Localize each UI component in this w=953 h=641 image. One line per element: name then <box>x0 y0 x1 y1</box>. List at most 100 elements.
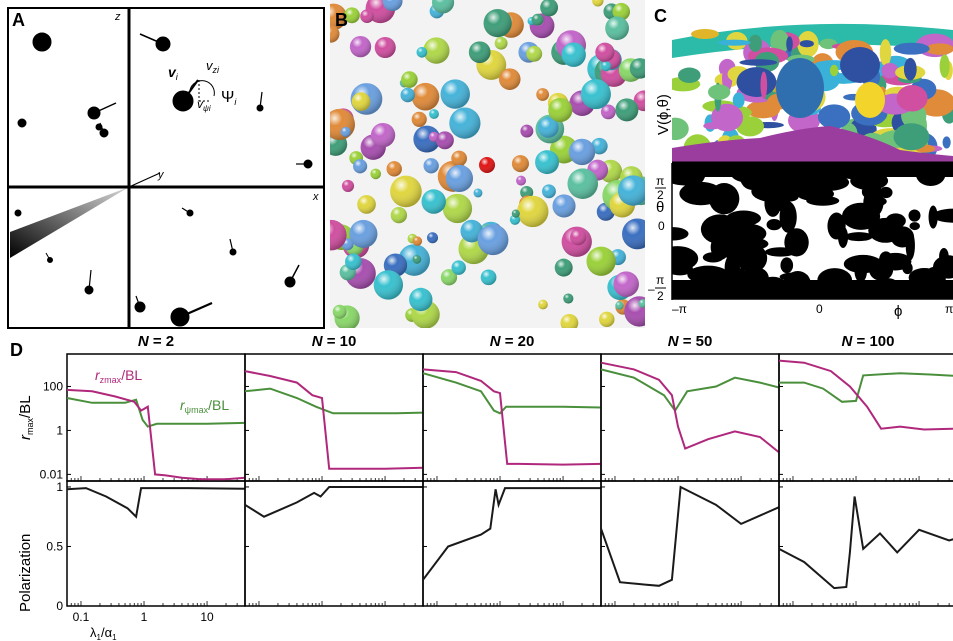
series-rzmax <box>244 370 424 470</box>
series-rpsimax <box>422 372 602 415</box>
binary-blob <box>868 258 894 281</box>
top-frame <box>422 353 602 482</box>
binary-blob <box>672 246 699 271</box>
label-psi: Ψi <box>221 89 237 107</box>
series-polarization <box>66 487 246 519</box>
object-blob <box>942 136 951 149</box>
axis-label-z: z <box>114 11 121 23</box>
binary-blob <box>879 186 893 199</box>
binary-blob <box>905 230 915 261</box>
legend-rpsimax: rψmax/BL <box>180 397 229 415</box>
object-blob <box>786 36 793 52</box>
y-axis <box>128 172 161 188</box>
legend-rzmax: rzmax/BL <box>95 367 142 385</box>
top-ytick-label: 100 <box>43 379 63 393</box>
object-blob <box>672 117 689 141</box>
phi-label: ϕ <box>894 303 902 320</box>
object-blob <box>748 34 762 52</box>
series-rzmax <box>66 388 246 481</box>
binary-blob <box>766 218 782 231</box>
theta-top-num: π <box>656 174 664 188</box>
phi-left: –π <box>672 302 687 316</box>
binary-blob <box>909 222 920 231</box>
vision-cone <box>10 187 129 258</box>
subchart-1: N = 2 <box>66 333 246 607</box>
panel-label-c: C <box>654 6 667 26</box>
visual-field-colored <box>672 0 953 162</box>
series-rpsimax <box>779 372 953 403</box>
xlabel: λ1/α1 <box>90 625 117 641</box>
binary-blob <box>845 232 873 242</box>
object-blob <box>893 123 930 151</box>
series-rpsimax <box>66 397 246 428</box>
theta-top-den: 2 <box>657 188 664 202</box>
object-blob <box>893 42 930 55</box>
top-ytick-label: 0.01 <box>40 467 64 481</box>
object-blob <box>739 59 778 66</box>
binary-blob <box>836 174 845 185</box>
object-blob <box>925 43 953 55</box>
binary-blob <box>784 228 809 257</box>
theta-label: θ <box>656 199 664 216</box>
object-blob <box>732 92 745 109</box>
binary-blob <box>806 195 840 206</box>
binary-blob <box>679 181 723 206</box>
bottom-frame <box>422 480 602 607</box>
top-frame <box>66 353 246 482</box>
binary-blob <box>672 227 689 241</box>
subchart-3: N = 20 <box>422 333 602 607</box>
label-vpsi: vψi <box>197 97 211 113</box>
binary-blob <box>710 234 730 260</box>
bottom-frame <box>600 480 780 607</box>
object-blob <box>760 71 768 99</box>
binary-blob <box>726 210 761 227</box>
bottom-frame <box>66 480 246 607</box>
subchart-title: N = 50 <box>668 333 713 350</box>
series-polarization <box>778 496 953 590</box>
object-blob <box>881 63 899 79</box>
c-ylabel: V(ϕ,θ) <box>655 94 672 135</box>
object-blob <box>903 57 917 81</box>
panel-c: C V(ϕ,θ) π 2 θ 0 – π 2 –π 0 π ϕ <box>648 0 953 330</box>
top-ylabel: rmax/BL <box>17 395 35 440</box>
subchart-4: N = 50 <box>600 333 780 607</box>
object-blob <box>939 54 950 78</box>
binary-blob <box>838 226 849 248</box>
object-blob <box>770 29 790 55</box>
binary-blob <box>779 272 809 282</box>
top-frame <box>600 353 780 482</box>
series-rpsimax <box>600 368 780 413</box>
object-blob <box>879 39 892 67</box>
panel-label-d: D <box>10 340 23 360</box>
sphere-field <box>330 0 645 328</box>
theta-bot-den: 2 <box>657 289 664 303</box>
top-frame <box>244 353 424 482</box>
binary-blob <box>869 196 887 206</box>
series-polarization <box>600 485 780 587</box>
top-ytick-label: 1 <box>56 423 63 437</box>
axis-label-y: y <box>157 169 165 181</box>
bottom-frame <box>778 480 953 607</box>
subchart-title: N = 10 <box>312 333 357 350</box>
object-blob <box>678 67 701 83</box>
phi-right: π <box>945 302 953 316</box>
bottom-frame <box>244 480 424 607</box>
binary-blob <box>932 208 953 223</box>
theta-bot-sign: – <box>648 282 655 296</box>
binary-blob <box>780 257 794 274</box>
series-polarization <box>422 487 601 581</box>
binary-blob <box>902 262 913 275</box>
xtick-label: 10 <box>200 610 214 624</box>
series-polarization <box>244 486 423 518</box>
binary-blob <box>908 209 921 222</box>
visual-field-binary <box>672 163 953 299</box>
label-vi: vi <box>168 64 179 82</box>
panel-label-a: A <box>12 10 25 30</box>
binary-blob <box>885 213 906 229</box>
binary-blob <box>926 266 948 280</box>
subchart-title: N = 2 <box>138 333 174 350</box>
axis-label-x: x <box>312 191 319 203</box>
xtick-label: 1 <box>141 610 148 624</box>
